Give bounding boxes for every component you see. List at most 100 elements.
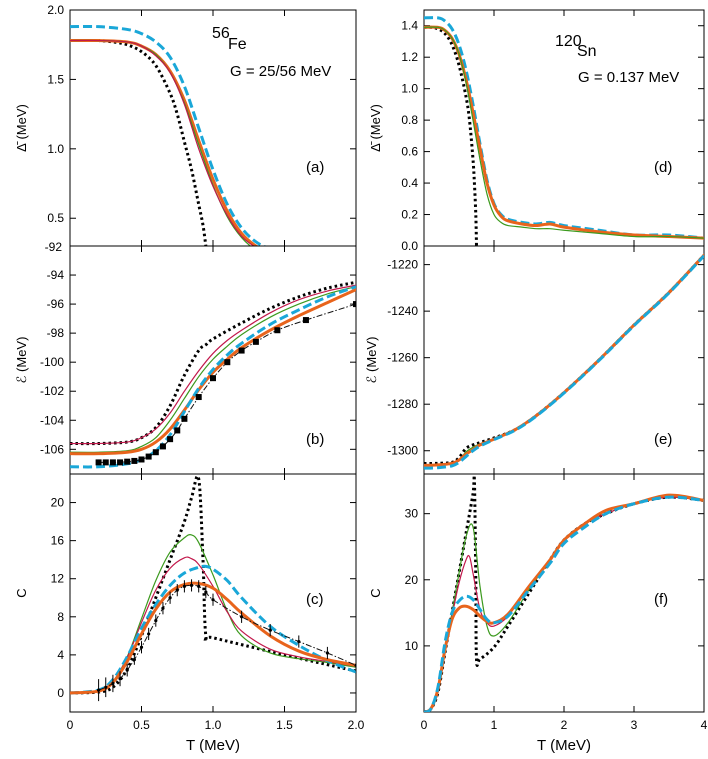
panel-c-xtick-label: 0 bbox=[67, 718, 74, 732]
panel-c-ytick-label: 16 bbox=[51, 534, 65, 548]
panel-a-letter: (a) bbox=[306, 159, 324, 176]
panel-d-letter: (d) bbox=[654, 159, 672, 176]
panel-f-series-group bbox=[424, 474, 704, 712]
panel-d-ytick-label: 0.0 bbox=[401, 239, 418, 253]
fe56-symbol: Fe bbox=[228, 36, 247, 53]
panel-b-exp-marker bbox=[124, 458, 131, 465]
panel-b-ytick-label: -94 bbox=[47, 268, 65, 282]
panel-b-ytick-label: -98 bbox=[47, 326, 65, 340]
panel-f-letter: (f) bbox=[654, 591, 668, 608]
panel-b-exp-marker bbox=[117, 459, 124, 466]
panel-f-xtick-label: 2 bbox=[561, 718, 568, 732]
panel-c-exp-marker bbox=[97, 688, 101, 692]
panel-f-xtick-label: 0 bbox=[421, 718, 428, 732]
panel-b-ylabel: ℰ (MeV) bbox=[14, 337, 29, 384]
panel-d-series-black_dotted bbox=[424, 25, 478, 246]
panel-b-exp-marker bbox=[174, 427, 181, 434]
panel-c-series-cyan_dashed bbox=[70, 564, 356, 695]
panel-e-ytick-label: -1300 bbox=[387, 444, 418, 458]
panel-e-series-cyan_dashed bbox=[424, 254, 704, 470]
panel-b-letter: (b) bbox=[306, 431, 324, 448]
panel-c-exp-marker bbox=[175, 588, 179, 592]
panel-a-ylabel: Δ̄ (MeV) bbox=[14, 104, 29, 152]
panel-a-ytick-label: 0.5 bbox=[47, 211, 64, 225]
panel-b-ytick-label: -100 bbox=[40, 355, 64, 369]
panel-c-exp-marker bbox=[197, 584, 201, 588]
panel-b-exp-marker bbox=[159, 443, 166, 450]
panel-d-ytick-label: 0.8 bbox=[401, 113, 418, 127]
panel-f-ytick-label: 30 bbox=[405, 507, 419, 521]
panel-e-letter: (e) bbox=[654, 431, 672, 448]
panel-c-exp-marker bbox=[147, 632, 151, 636]
panel-c-exp-marker bbox=[161, 606, 165, 610]
panel-c-exp-marker bbox=[268, 628, 272, 632]
panel-e: -1300 -1280 -1260 -1240 -1220 ℰ (MeV) (e) bbox=[364, 245, 705, 475]
panel-c-xtick-label: 1.0 bbox=[205, 718, 222, 732]
panel-c-exp-marker bbox=[168, 596, 172, 600]
panel-b-exp-marker bbox=[138, 456, 145, 463]
panel-f-ytick-label: 10 bbox=[405, 639, 419, 653]
panel-a-series-red_solid bbox=[70, 39, 255, 246]
panel-e-ytick-label: -1220 bbox=[387, 258, 418, 272]
panel-c-ytick-label: 4 bbox=[57, 648, 64, 662]
panel-d-ytick-label: 1.0 bbox=[401, 82, 418, 96]
panel-c-ytick-label: 20 bbox=[51, 496, 65, 510]
panel-c-exp-marker bbox=[111, 681, 115, 686]
panel-f-ylabel: C bbox=[368, 588, 383, 597]
panel-b-exp-marker bbox=[181, 415, 188, 422]
panel-e-ylabel: ℰ (MeV) bbox=[364, 337, 379, 384]
panel-c-xtick-label: 2.0 bbox=[348, 718, 365, 732]
panel-c-exp-marker bbox=[325, 651, 329, 655]
panel-d-series-cyan_dashed bbox=[424, 16, 704, 240]
panel-c-ylabel: C bbox=[14, 588, 29, 597]
panel-c-series-black_dotted bbox=[70, 474, 356, 695]
panel-a-series-cyan_dashed bbox=[70, 24, 267, 246]
panel-b-series-group bbox=[70, 280, 356, 469]
panel-c-exp-marker bbox=[204, 590, 208, 594]
panel-f-xtick-label: 3 bbox=[631, 718, 638, 732]
panel-d-ytick-label: 0.2 bbox=[401, 208, 418, 222]
panel-f: 10 20 30 0 1 2 3 4 C T (MeV) (f) bbox=[368, 473, 708, 754]
panel-c-xtick-label: 1.5 bbox=[276, 718, 293, 732]
panel-c-exp-marker bbox=[154, 619, 158, 623]
panel-c: 0 4 8 12 16 20 0 0.5 1.0 1.5 2.0 C T (MeV) (c) bbox=[14, 473, 365, 754]
panel-c-xlabel: T (MeV) bbox=[186, 737, 240, 754]
panel-c-exp-marker bbox=[189, 583, 194, 587]
panel-b-exp-marker bbox=[195, 394, 202, 401]
panel-f-xtick-label: 4 bbox=[701, 718, 708, 732]
panel-c-exp-marker bbox=[125, 668, 129, 672]
panel-c-series-exp bbox=[98, 584, 356, 691]
panel-b-exp-marker bbox=[302, 317, 309, 324]
panel-e-series-group bbox=[424, 253, 704, 470]
panel-f-series-cyan_dashed bbox=[424, 495, 704, 712]
panel-f-xlabel: T (MeV) bbox=[537, 737, 591, 754]
fe56-coupling: G = 25/56 MeV bbox=[230, 63, 331, 80]
panel-b-exp-marker bbox=[131, 457, 138, 464]
panel-c-exp-marker bbox=[182, 584, 186, 588]
sn120-coupling: G = 0.137 MeV bbox=[578, 69, 679, 86]
panel-b-ytick-label: -96 bbox=[47, 297, 65, 311]
panel-c-ytick-label: 12 bbox=[51, 572, 65, 586]
panel-c-exp-marker bbox=[132, 658, 136, 662]
panel-d-series-green_solid bbox=[424, 26, 704, 239]
panel-c-series-group bbox=[70, 474, 356, 702]
panel-c-ytick-label: 0 bbox=[57, 686, 64, 700]
panel-b-exp-marker bbox=[252, 338, 259, 345]
panel-c-exp-marker bbox=[297, 639, 301, 644]
panel-e-ytick-label: -1280 bbox=[387, 397, 418, 411]
panel-d-ytick-label: 1.2 bbox=[401, 50, 418, 64]
panel-a-ytick-label: 1.0 bbox=[47, 142, 64, 156]
panel-b-ytick-label: -102 bbox=[40, 384, 64, 398]
panel-c-letter: (c) bbox=[306, 591, 324, 608]
panel-f-ytick-label: 20 bbox=[405, 573, 419, 587]
panel-d-ytick-label: 1.4 bbox=[401, 19, 418, 33]
extra-tick-label: -92 bbox=[45, 240, 63, 254]
panel-b-exp-marker bbox=[353, 301, 356, 308]
panel-d-ylabel: Δ̄ (MeV) bbox=[368, 104, 383, 152]
panel-b-series-green_solid bbox=[70, 286, 356, 453]
panel-b-exp-marker bbox=[167, 436, 174, 443]
fe56-mass-number: 56 bbox=[212, 25, 230, 42]
panel-d-ytick-label: 0.6 bbox=[401, 145, 418, 159]
panel-f-xtick-label: 1 bbox=[491, 718, 498, 732]
